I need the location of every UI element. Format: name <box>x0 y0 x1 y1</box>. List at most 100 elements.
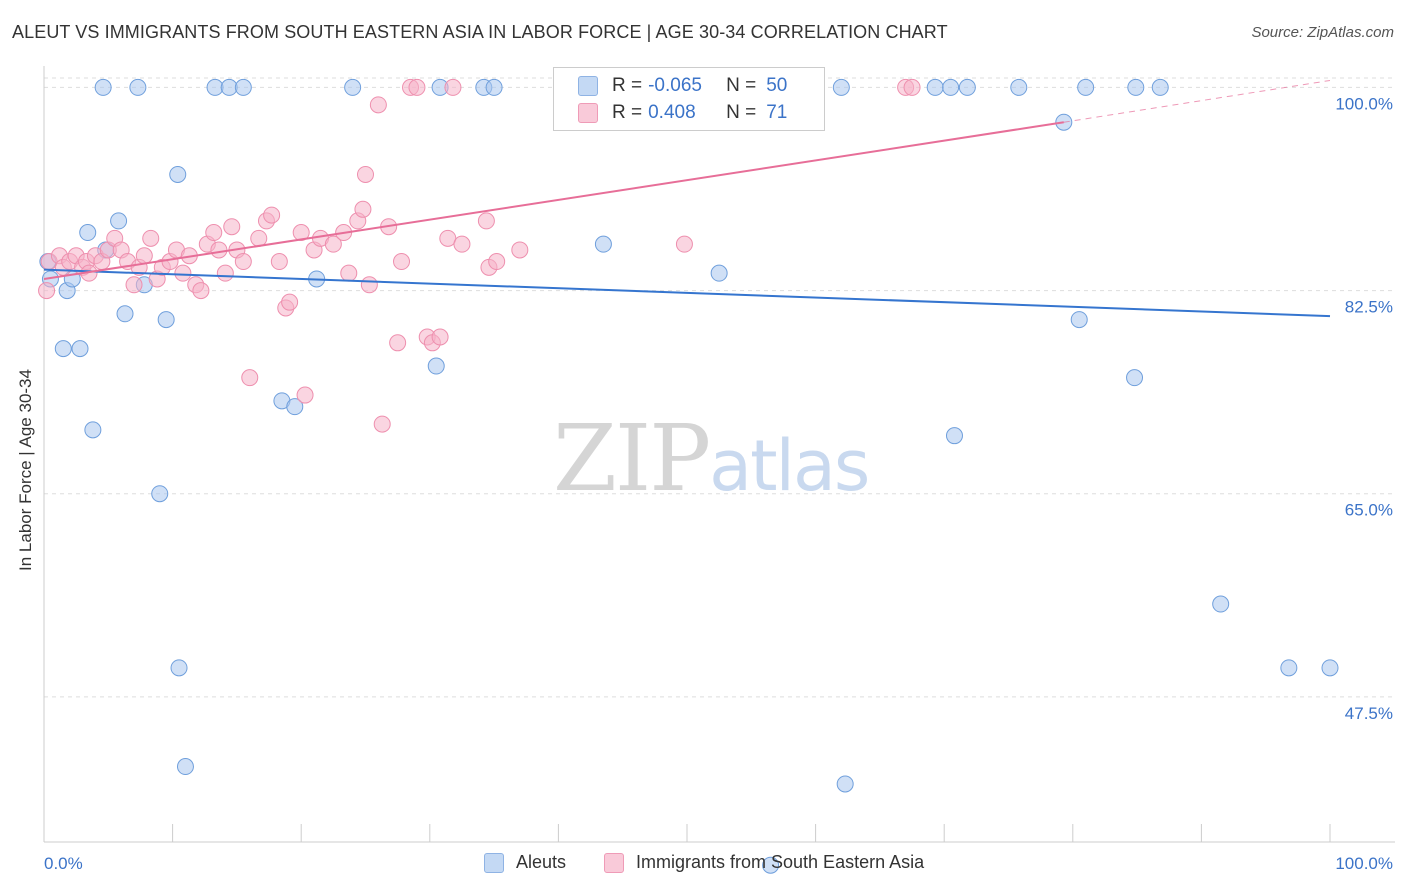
x-tick-label: 100.0% <box>1335 854 1393 873</box>
legend-n-label: N = <box>726 102 757 123</box>
aleuts-point <box>1321 659 1339 677</box>
legend-swatch-immigrants <box>604 852 624 873</box>
aleuts-point <box>958 78 976 96</box>
legend-swatch-immigrants <box>578 103 598 123</box>
aleuts-point <box>94 78 112 96</box>
aleuts-point <box>169 165 187 183</box>
aleuts-point <box>762 856 780 874</box>
legend-n-value-immigrants: 71 <box>766 102 788 123</box>
immigrants-point <box>210 241 228 259</box>
aleuts-point <box>286 398 304 416</box>
aleuts-point <box>427 357 445 375</box>
legend-label-immigrants: Immigrants from South Eastern Asia <box>636 852 925 872</box>
legend-n-value-aleuts: 50 <box>766 75 788 96</box>
aleuts-point <box>79 224 97 242</box>
aleuts-point <box>942 78 960 96</box>
aleuts-point <box>220 78 238 96</box>
immigrants-point <box>439 229 457 247</box>
immigrants-point <box>38 282 56 300</box>
aleuts-point <box>485 78 503 96</box>
immigrants-point <box>135 247 153 265</box>
immigrants-point <box>250 229 268 247</box>
aleuts-point <box>344 78 362 96</box>
y-tick-label: 82.5% <box>1345 298 1393 317</box>
aleuts-point <box>170 659 188 677</box>
immigrants-point <box>174 264 192 282</box>
immigrants-point <box>234 253 252 271</box>
immigrants-point <box>281 293 299 311</box>
aleuts-point <box>1070 311 1088 329</box>
legend-row-immigrants: R = 0.408 N = 71 <box>578 100 787 126</box>
immigrants-point <box>296 386 314 404</box>
aleuts-point <box>84 421 102 439</box>
series-legend: Aleuts Immigrants from South Eastern Asi… <box>0 852 1406 878</box>
y-tick-label: 100.0% <box>1335 94 1393 113</box>
aleuts-point <box>54 340 72 358</box>
aleuts-point <box>594 235 612 253</box>
x-tick-label: 0.0% <box>44 854 83 873</box>
immigrants-point <box>408 78 426 96</box>
aleuts-trend-line <box>43 268 1331 318</box>
immigrants-point <box>431 328 449 346</box>
aleuts-point <box>926 78 944 96</box>
immigrants-point <box>241 369 259 387</box>
immigrants-point <box>675 235 693 253</box>
immigrants-point <box>216 264 234 282</box>
immigrants-point <box>292 224 310 242</box>
immigrants-point <box>205 224 223 242</box>
chart-title: ALEUT VS IMMIGRANTS FROM SOUTH EASTERN A… <box>12 22 948 42</box>
immigrants-point <box>393 253 411 271</box>
legend-row-aleuts: R = -0.065 N = 50 <box>578 73 787 99</box>
legend-item-aleuts[interactable]: Aleuts <box>484 852 566 873</box>
y-axis-label: In Labor Force | Age 30-34 <box>16 369 35 571</box>
immigrants-point <box>263 206 281 224</box>
immigrants-point <box>192 282 210 300</box>
legend-item-immigrants[interactable]: Immigrants from South Eastern Asia <box>604 852 924 873</box>
aleuts-point <box>1077 78 1095 96</box>
immigrants-point <box>357 165 374 183</box>
aleuts-point <box>176 758 194 776</box>
source-label[interactable]: Source: ZipAtlas.com <box>1251 24 1394 41</box>
immigrants-point <box>488 253 506 271</box>
y-tick-label: 65.0% <box>1345 501 1393 520</box>
aleuts-point <box>129 78 147 96</box>
aleuts-point <box>832 78 850 96</box>
aleuts-point <box>157 311 175 329</box>
aleuts-point <box>1280 659 1298 677</box>
immigrants-point <box>270 253 288 271</box>
immigrants-point <box>373 415 391 433</box>
aleuts-point <box>206 78 224 96</box>
immigrants-point <box>125 276 143 294</box>
immigrants-point <box>340 264 358 282</box>
aleuts-point <box>110 212 128 230</box>
aleuts-point <box>1151 78 1169 96</box>
aleuts-point <box>116 305 134 323</box>
immigrants-point <box>389 334 407 352</box>
y-tick-label: 47.5% <box>1345 704 1393 723</box>
aleuts-point <box>710 264 728 282</box>
immigrants-point <box>444 78 462 96</box>
immigrants-point <box>369 96 387 114</box>
immigrants-point <box>142 229 160 247</box>
immigrants-trend-extension <box>1063 79 1331 123</box>
aleuts-point <box>71 340 89 358</box>
immigrants-point <box>477 212 495 230</box>
immigrants-point <box>324 235 342 253</box>
immigrants-point <box>903 78 921 96</box>
aleuts-point <box>1127 78 1145 96</box>
aleuts-point <box>945 427 963 445</box>
legend-swatch-aleuts <box>578 76 598 96</box>
legend-label-aleuts: Aleuts <box>516 852 567 872</box>
aleuts-point <box>1010 78 1028 96</box>
legend-n-label: N = <box>726 75 757 96</box>
immigrants-point <box>354 200 372 218</box>
legend-r-label: R = <box>612 102 643 123</box>
immigrants-point <box>453 235 471 253</box>
legend-r-label: R = <box>612 75 643 96</box>
aleuts-point <box>151 485 169 503</box>
immigrants-point <box>511 241 529 259</box>
legend-r-value-immigrants: 0.408 <box>648 102 696 123</box>
stats-legend: R = -0.065 N = 50 R = 0.408 N = 71 <box>553 67 825 131</box>
aleuts-point <box>1212 595 1230 613</box>
